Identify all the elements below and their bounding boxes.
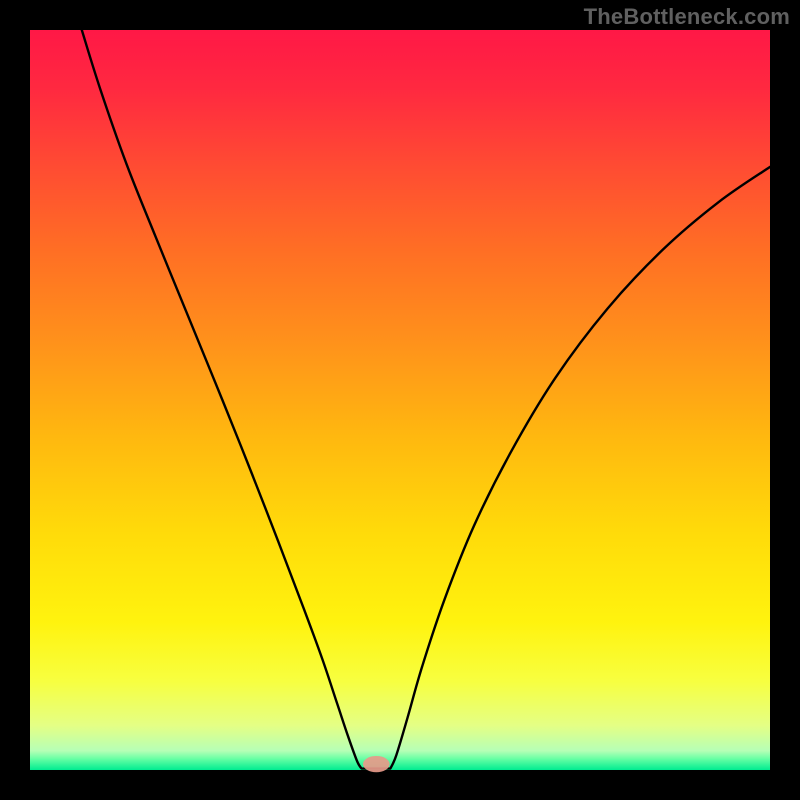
plot-background-gradient bbox=[30, 30, 770, 770]
watermark-text: TheBottleneck.com bbox=[584, 4, 790, 30]
minimum-marker bbox=[363, 756, 390, 772]
chart-container: TheBottleneck.com bbox=[0, 0, 800, 800]
bottleneck-chart bbox=[0, 0, 800, 800]
